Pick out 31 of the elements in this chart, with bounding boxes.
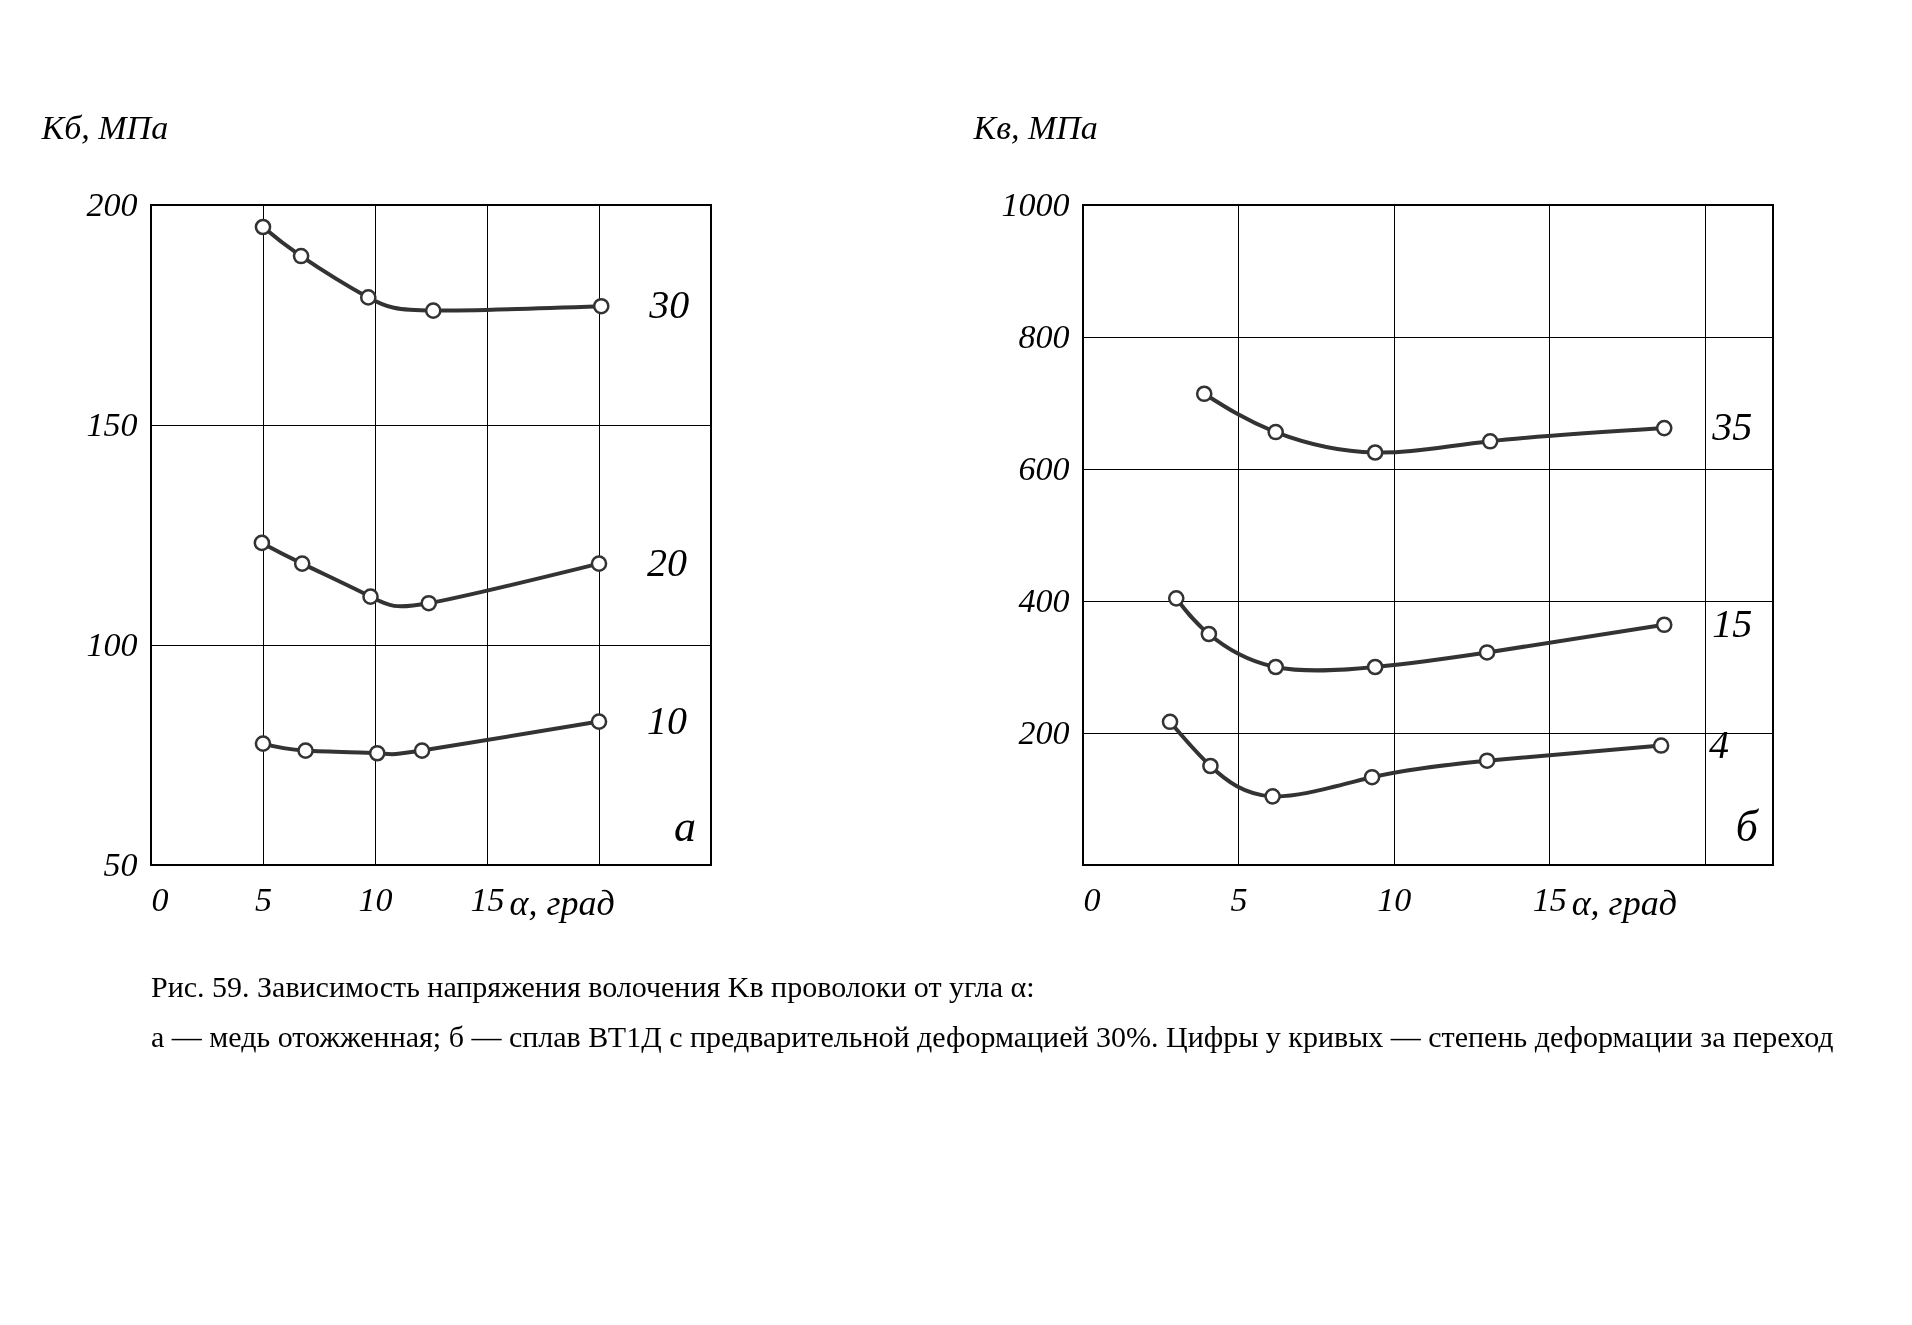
series-label: 30 bbox=[648, 282, 690, 328]
series-label: 4 bbox=[1709, 721, 1730, 767]
series-label: 20 bbox=[647, 539, 687, 585]
x-tick-label: 10 bbox=[1377, 880, 1412, 918]
x-tick-label: 5 bbox=[1230, 880, 1248, 918]
x-tick-label: 0 bbox=[151, 880, 169, 918]
x-tick-label: 15 bbox=[470, 880, 505, 918]
y-tick-label: 1000 bbox=[1001, 185, 1070, 223]
y-tick-label: 200 bbox=[86, 185, 138, 223]
y-tick-label: 800 bbox=[1018, 317, 1070, 355]
x-tick-label: 10 bbox=[358, 880, 393, 918]
x-tick-label: 5 bbox=[255, 880, 272, 918]
y-tick-label: 100 bbox=[86, 625, 138, 663]
x-tick-label: 15 bbox=[1532, 880, 1567, 918]
text: а — медь отожженная; б — сплав ВТ1Д с предварительной деформацией 30%. Цифры у кривых — степень деформации за переход bbox=[151, 1020, 1834, 1053]
y-tick-label: 400 bbox=[1018, 581, 1070, 619]
series-label: 35 bbox=[1711, 404, 1753, 450]
x-axis-title: α, град bbox=[509, 882, 615, 923]
series-label: 15 bbox=[1712, 600, 1753, 646]
y-tick-label: 600 bbox=[1018, 449, 1070, 487]
y-tick-label: 150 bbox=[86, 405, 138, 443]
series-label: 10 bbox=[647, 697, 687, 743]
y-tick-label: 200 bbox=[1018, 713, 1070, 751]
x-axis-title: α, град bbox=[1571, 882, 1677, 923]
annotation: а bbox=[674, 802, 696, 851]
y-axis-title: Kб, МПа bbox=[40, 108, 169, 146]
annotation: б bbox=[1735, 802, 1760, 851]
y-axis-title: Kв, МПа bbox=[972, 108, 1098, 146]
x-tick-label: 0 bbox=[1083, 880, 1101, 918]
text: Рис. 59. Зависимость напряжения волочения Kв проволоки от угла α: bbox=[151, 970, 1035, 1003]
y-tick-label: 50 bbox=[103, 845, 138, 883]
